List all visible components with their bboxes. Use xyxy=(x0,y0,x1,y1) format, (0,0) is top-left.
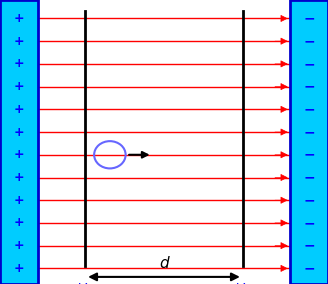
Text: −: − xyxy=(303,11,315,26)
Text: +: + xyxy=(13,12,24,25)
Text: −: − xyxy=(303,80,315,94)
Text: d: d xyxy=(159,256,169,271)
Text: −: − xyxy=(303,239,315,253)
Text: +: + xyxy=(13,148,24,161)
Text: +: + xyxy=(13,80,24,93)
Text: −: − xyxy=(303,216,315,230)
Bar xyxy=(0,0,38,284)
Text: +: + xyxy=(13,194,24,207)
Text: −: − xyxy=(303,193,315,207)
Text: −: − xyxy=(303,102,315,116)
Text: −: − xyxy=(303,170,315,185)
Text: +: + xyxy=(13,57,24,70)
Text: −: − xyxy=(303,125,315,139)
Text: +: + xyxy=(13,35,24,48)
Text: +: + xyxy=(13,262,24,275)
Text: +: + xyxy=(13,239,24,252)
Text: +: + xyxy=(13,126,24,139)
Text: $V_B$: $V_B$ xyxy=(235,282,251,284)
Text: $V_A$: $V_A$ xyxy=(77,282,93,284)
Text: −: − xyxy=(303,261,315,275)
Bar xyxy=(290,0,328,284)
Text: −: − xyxy=(303,148,315,162)
Text: −: − xyxy=(303,34,315,48)
Text: +: + xyxy=(13,103,24,116)
Text: −: − xyxy=(303,57,315,71)
Text: +: + xyxy=(13,171,24,184)
Text: +: + xyxy=(13,216,24,229)
